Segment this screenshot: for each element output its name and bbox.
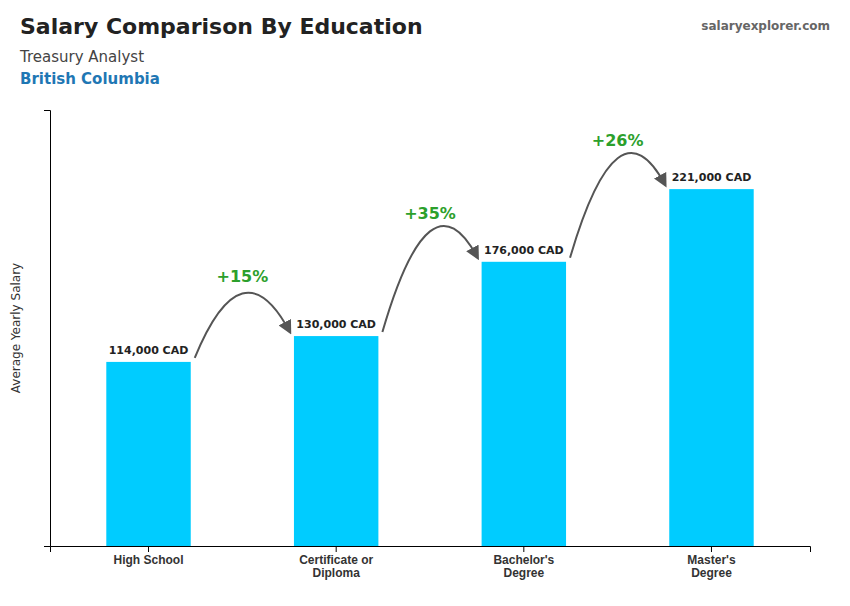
x-tick-mark — [523, 546, 524, 552]
change-label: +26% — [592, 131, 644, 150]
x-axis-line — [51, 547, 811, 553]
x-axis: High School Certificate orDiploma Bachelor… — [51, 546, 811, 580]
x-tick-label-line: Degree — [503, 566, 544, 580]
annotations: +15% +35% +26% — [195, 131, 666, 358]
bar — [294, 336, 378, 546]
x-tick: Master'sDegree — [687, 546, 736, 580]
x-tick-label-line: High School — [114, 553, 184, 567]
x-tick-label: High School — [114, 553, 184, 567]
x-tick-label-line: Certificate or — [299, 553, 373, 567]
title: Salary Comparison By Education — [20, 14, 423, 39]
change-label: +35% — [404, 204, 456, 223]
change-arrow — [570, 153, 665, 258]
change-arrow — [195, 293, 290, 358]
data-labels: 114,000 CAD 130,000 CAD 176,000 CAD 221,000… — [109, 171, 752, 357]
bar — [482, 262, 566, 546]
y-label: Average Yearly Salary — [9, 263, 23, 393]
subtitle: Treasury Analyst — [19, 48, 144, 66]
source: salaryexplorer.com — [701, 19, 830, 33]
x-tick-label-line: Degree — [691, 566, 732, 580]
x-tick-label: Master'sDegree — [687, 553, 736, 581]
x-tick-label-line: Master's — [687, 553, 736, 567]
x-tick-mark — [711, 546, 712, 552]
data-label: 114,000 CAD — [109, 344, 189, 357]
bar — [106, 362, 190, 546]
x-tick: High School — [114, 546, 184, 567]
x-tick-mark — [148, 546, 149, 552]
plot: High School Certificate orDiploma Bachelor… — [44, 111, 811, 581]
change-label: +15% — [216, 267, 268, 286]
x-tick-mark — [336, 546, 337, 552]
x-tick-label-line: Diploma — [313, 566, 361, 580]
data-label: 176,000 CAD — [484, 244, 564, 257]
x-tick: Certificate orDiploma — [299, 546, 373, 580]
data-label: 221,000 CAD — [672, 171, 752, 184]
bars — [106, 189, 753, 546]
chart: Salary Comparison By Education Treasury A… — [0, 0, 850, 606]
x-tick: Bachelor'sDegree — [493, 546, 554, 580]
change-arrow — [382, 226, 477, 332]
subtitle: British Columbia — [20, 70, 160, 88]
x-tick-label: Bachelor'sDegree — [493, 553, 554, 581]
y-axis-line — [44, 111, 51, 547]
x-tick-label: Certificate orDiploma — [299, 553, 373, 581]
bar — [669, 189, 753, 546]
x-tick-label-line: Bachelor's — [493, 553, 554, 567]
data-label: 130,000 CAD — [296, 318, 376, 331]
y-axis — [44, 111, 51, 547]
